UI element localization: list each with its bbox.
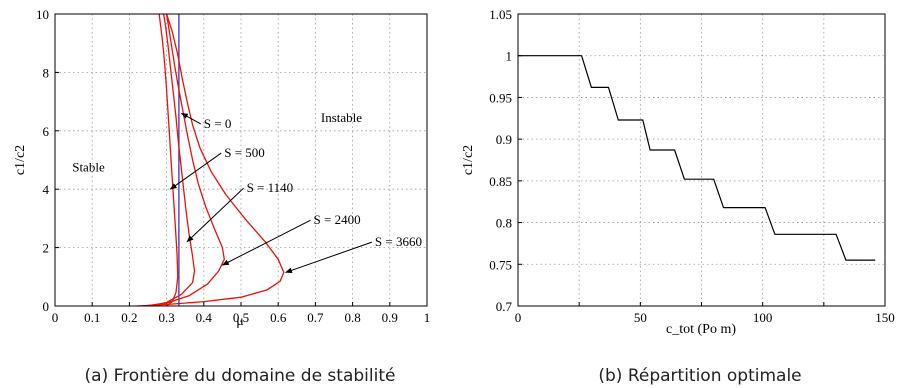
x-tick-label: 150 bbox=[875, 310, 895, 325]
panel-a-x-axis-label: μ bbox=[236, 314, 244, 329]
y-tick-label: 1.05 bbox=[489, 7, 512, 22]
y-tick-label: 0.85 bbox=[489, 174, 512, 189]
panel-b-plot-frame bbox=[517, 13, 886, 307]
x-tick-label: 0.6 bbox=[270, 310, 287, 325]
panel-b-x-tick-labels: 0 50 100 150 bbox=[515, 310, 895, 325]
panel-a-x-tick-labels: 0 0.1 0.2 0.3 0.4 0.5 0.6 0.7 0.8 0.9 1 bbox=[52, 310, 431, 325]
x-tick-label: 0 bbox=[52, 310, 59, 325]
x-tick-label: 50 bbox=[634, 310, 647, 325]
annotation-s500: S = 500 bbox=[224, 145, 265, 160]
annotation-arrow bbox=[169, 152, 222, 190]
panel-b-optimal-distribution-chart: 0 50 100 150 0.7 0.75 0.8 0.85 0.9 0.95 1 1.05 c_t… bbox=[461, 7, 895, 386]
y-tick-label: 0.75 bbox=[489, 257, 512, 272]
panel-a-caption: (a) Frontière du domaine de stabilité bbox=[85, 366, 396, 386]
annotation-instable: Instable bbox=[321, 110, 362, 125]
annotation-arrow bbox=[186, 187, 244, 243]
annotation-s1140: S = 1140 bbox=[247, 180, 294, 195]
x-tick-label: 0.1 bbox=[84, 310, 100, 325]
panel-a-curves bbox=[136, 13, 285, 307]
x-tick-label: 0 bbox=[515, 310, 522, 325]
panel-a-y-axis-label: c1/c2 bbox=[13, 145, 28, 175]
annotation-s3660: S = 3660 bbox=[375, 234, 422, 249]
panel-b-y-tick-labels: 0.7 0.75 0.8 0.85 0.9 0.95 1 1.05 bbox=[489, 7, 512, 314]
optimal-ratio-step-line bbox=[518, 55, 876, 261]
x-tick-label: 1 bbox=[424, 310, 431, 325]
annotation-arrow bbox=[284, 241, 373, 273]
panel-b-step-line bbox=[518, 55, 876, 261]
panel-a-y-tick-labels: 0 2 4 6 8 10 bbox=[36, 7, 50, 314]
y-tick-label: 0.8 bbox=[496, 216, 512, 231]
x-tick-label: 100 bbox=[753, 310, 773, 325]
x-tick-label: 0.5 bbox=[233, 310, 249, 325]
panel-b-caption: (b) Répartition optimale bbox=[598, 366, 801, 386]
curve-s3660 bbox=[136, 13, 285, 307]
y-tick-label: 0.7 bbox=[496, 299, 513, 314]
y-tick-label: 6 bbox=[43, 124, 50, 139]
x-tick-label: 0.8 bbox=[344, 310, 360, 325]
y-tick-label: 0.95 bbox=[489, 90, 512, 105]
panel-b-x-axis-label: c_tot (Po m) bbox=[666, 322, 736, 337]
annotation-arrow bbox=[221, 219, 311, 266]
y-tick-label: 1 bbox=[506, 49, 513, 64]
curve-s2400 bbox=[144, 13, 225, 307]
y-tick-label: 0 bbox=[43, 299, 50, 314]
x-tick-label: 0.9 bbox=[382, 310, 398, 325]
x-tick-label: 0.2 bbox=[121, 310, 137, 325]
x-tick-label: 0.3 bbox=[158, 310, 174, 325]
curve-s1140 bbox=[147, 13, 196, 307]
panel-a-annotations: S = 0 S = 500 S = 1140 S = 2400 S = 3660 Stab… bbox=[72, 110, 422, 249]
y-tick-label: 4 bbox=[43, 182, 50, 197]
panel-b-y-axis-label: c1/c2 bbox=[461, 145, 476, 175]
annotation-arrow bbox=[180, 112, 202, 125]
x-tick-label: 0.4 bbox=[196, 310, 213, 325]
annotation-s2400: S = 2400 bbox=[314, 212, 361, 227]
annotation-s0: S = 0 bbox=[204, 116, 232, 131]
y-tick-label: 10 bbox=[36, 7, 49, 22]
y-tick-label: 8 bbox=[43, 65, 50, 80]
panel-a-stability-chart: 0 0.1 0.2 0.3 0.4 0.5 0.6 0.7 0.8 0.9 1 0 2 4 6 8 10 S … bbox=[13, 7, 430, 386]
x-tick-label: 0.7 bbox=[307, 310, 324, 325]
panel-a-annotation-arrows bbox=[169, 112, 373, 273]
curve-s500 bbox=[158, 13, 179, 307]
annotation-stable: Stable bbox=[72, 160, 105, 175]
y-tick-label: 2 bbox=[43, 241, 50, 256]
panel-b-grid bbox=[518, 13, 885, 307]
y-tick-label: 0.9 bbox=[496, 132, 512, 147]
panel-a-plot-frame bbox=[54, 13, 428, 307]
